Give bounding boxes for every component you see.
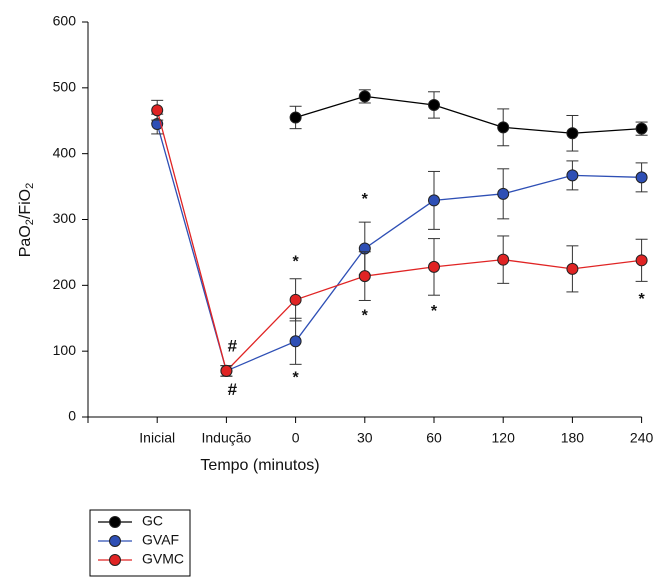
legend-marker [109,516,121,528]
point [566,169,579,182]
series-line [156,123,642,372]
legend-box [89,509,191,577]
x-tick-label: Indução [201,430,251,446]
point [358,90,371,103]
point [635,171,648,184]
x-tick-label: 180 [561,430,585,446]
point [428,260,440,273]
y-tick-label: 100 [53,342,77,358]
legend-marker [109,554,121,566]
annotation: * [362,191,369,208]
x-tick-label: 30 [357,430,373,446]
y-label-sub: 2 [24,183,36,189]
point [635,254,648,267]
legend-marker [109,535,121,547]
y-tick-label: 400 [53,144,77,160]
y-label-sub: 2 [24,219,36,225]
point [358,270,371,283]
annotation: # [228,380,238,399]
y-tick-label: 500 [53,79,77,95]
point [289,293,302,306]
y-tick-label: 0 [68,408,76,424]
point [497,253,510,266]
x-tick-label: 0 [292,430,300,446]
x-tick-label: 60 [426,430,442,446]
x-axis-label: Tempo (minutos) [200,457,319,474]
legend-label: GVAF [142,532,179,548]
point [289,111,302,124]
annotation: * [431,303,438,320]
point [497,187,510,200]
series-line [295,95,642,134]
y-axis-label: PaO2/FiO2 [17,183,36,257]
point [428,194,440,207]
point [220,364,233,377]
y-label-part: PaO [17,225,34,257]
y-label-part: /FiO [17,189,34,219]
x-tick-label: 120 [492,430,516,446]
annotation: * [292,369,299,386]
point [151,104,164,117]
annotation: # [228,337,238,356]
annotation: * [292,254,299,271]
point [566,127,579,140]
annotation: * [638,291,645,308]
x-tick-label: 240 [630,430,654,446]
legend-label: GC [142,513,163,529]
point [566,262,579,275]
x-tick-label: Inicial [139,430,175,446]
legend-label: GVMC [142,551,184,567]
y-tick-label: 300 [53,210,77,226]
series-line [156,110,642,373]
point [289,335,302,348]
annotation: * [362,307,369,324]
point [635,122,648,135]
y-tick-label: 600 [53,13,77,29]
y-tick-label: 200 [53,276,77,292]
point [497,121,510,134]
point [428,98,440,111]
